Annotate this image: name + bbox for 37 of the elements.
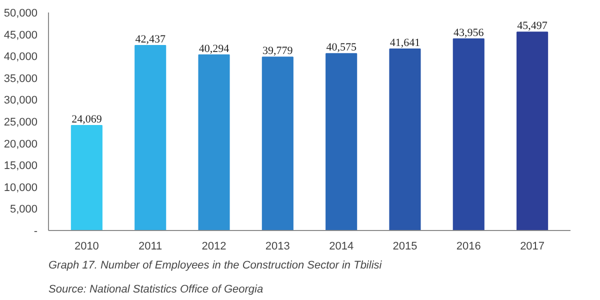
bar [198,54,230,230]
y-tick-label: 20,000 [4,138,38,150]
caption: Graph 17. Number of Employees in the Construction Sector in Tbilisi [48,260,382,272]
data-label: 45,497 [517,20,548,32]
x-tick-label: 2011 [138,240,162,252]
source-note: Source: National Statistics Office of Georgia [48,284,264,296]
x-tick-label: 2013 [265,240,290,252]
x-tick-label: 2015 [392,240,418,252]
y-tick-label: 40,000 [4,51,38,64]
data-label: 42,437 [135,33,166,46]
data-label: 39,779 [262,45,294,58]
bar [70,125,102,230]
x-tick-label: 2012 [202,240,226,252]
bar [389,48,421,230]
y-tick-label: 50,000 [4,8,38,20]
bar [134,44,166,230]
bar [326,53,358,230]
data-label: 40,294 [198,42,230,55]
x-tick-label: 2017 [520,240,545,252]
bar [452,38,484,230]
y-tick-label: - [34,226,38,238]
data-label: 40,575 [326,42,357,54]
y-tick-label: 45,000 [4,29,38,42]
y-tick-label: 10,000 [4,182,38,194]
y-tick-label: 25,000 [4,116,38,128]
x-tick-label: 2010 [74,240,99,252]
data-label: 43,956 [454,26,484,39]
y-tick-label: 30,000 [4,94,38,107]
x-tick-label: 2016 [456,240,481,252]
x-tick-label: 2014 [329,240,354,252]
y-tick-label: 35,000 [4,72,38,85]
data-label: 24,069 [72,114,102,126]
y-tick-label: 5,000 [10,204,38,216]
bar [262,56,294,230]
data-label: 41,641 [390,36,420,49]
bar [516,32,548,230]
y-tick-label: 15,000 [4,160,38,172]
